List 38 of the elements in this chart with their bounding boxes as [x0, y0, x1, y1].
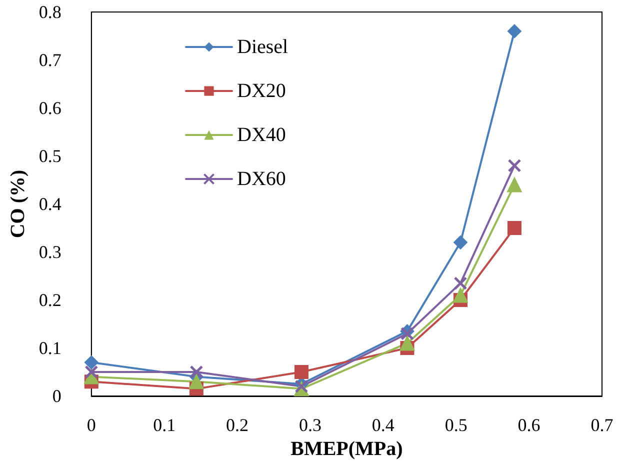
point [188, 374, 204, 390]
x-tick-label: 0 [86, 415, 96, 435]
x-tick-label: 0.7 [590, 415, 614, 435]
y-tick-label: 0.7 [38, 50, 62, 70]
y-tick-label: 0.4 [38, 194, 62, 214]
point [84, 355, 98, 370]
point [400, 336, 415, 351]
legend-label: DX40 [237, 124, 286, 146]
x-tick-label: 0.2 [226, 415, 249, 435]
x-tick-label: 0.6 [518, 415, 540, 435]
legend-label: DX60 [237, 168, 286, 190]
point [452, 288, 468, 303]
point [453, 235, 468, 250]
y-tick-label: 0.1 [38, 338, 62, 358]
point [506, 177, 522, 192]
y-tick-label: 0.5 [38, 146, 62, 166]
point [294, 380, 308, 394]
y-tick-label: 0 [52, 386, 62, 406]
legend-label: DX20 [237, 80, 286, 102]
y-tick-label: 0.8 [38, 2, 62, 22]
x-tick-label: 0.4 [372, 415, 394, 435]
point [507, 221, 522, 235]
y-axis-title: CO (%) [7, 170, 29, 238]
point [190, 365, 204, 379]
y-tick-label: 0.2 [38, 290, 62, 310]
x-tick-label: 0.3 [298, 415, 322, 435]
x-tick-label: 0.5 [444, 415, 468, 435]
y-tick-label: 0.6 [38, 98, 62, 118]
point [508, 158, 522, 172]
y-tick-label: 0.3 [38, 242, 62, 262]
x-tick-label: 0.1 [153, 415, 176, 435]
legend-label: Diesel [237, 36, 289, 58]
point [400, 326, 414, 340]
point [294, 365, 308, 379]
point [454, 276, 468, 290]
point [84, 365, 98, 379]
point [507, 24, 522, 38]
x-axis-title: BMEP(MPa) [290, 438, 403, 460]
